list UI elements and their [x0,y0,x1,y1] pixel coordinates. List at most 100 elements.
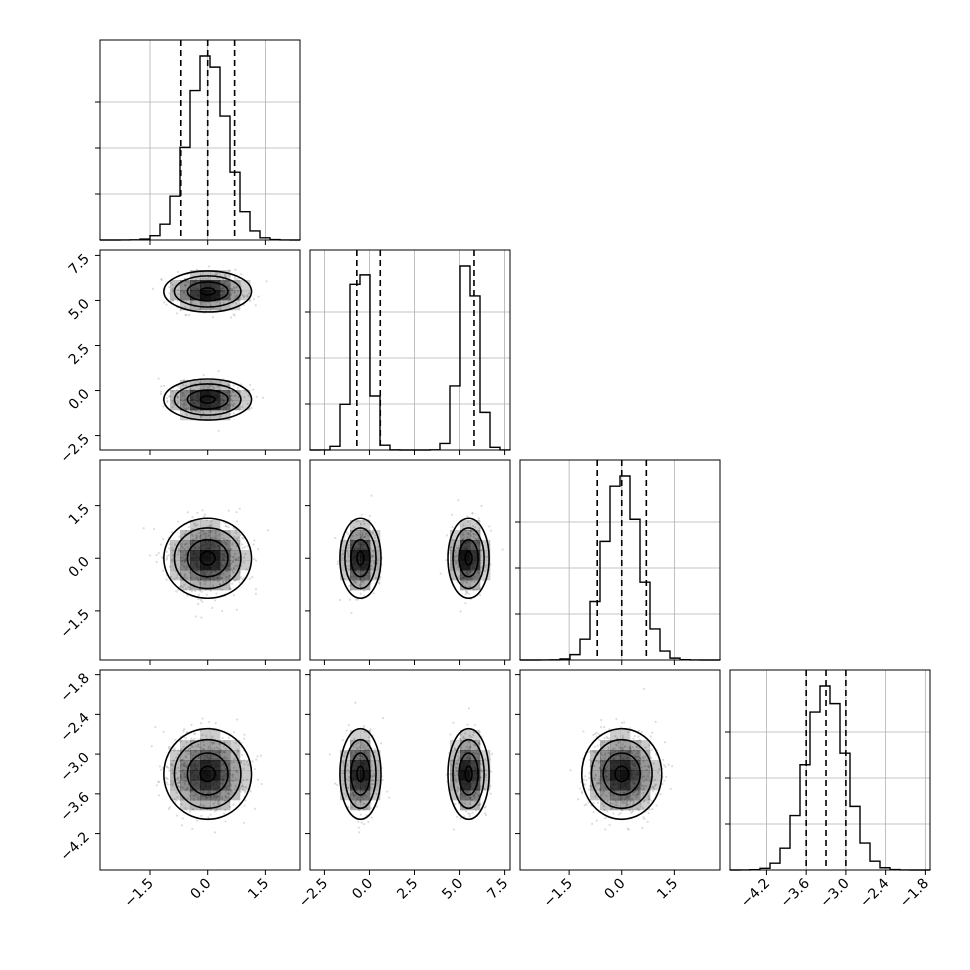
scatter-point [617,741,620,744]
scatter-point [214,531,217,535]
scatter-point [171,299,175,302]
scatter-point [221,533,224,536]
scatter-point [186,546,190,549]
scatter-point [357,826,360,829]
scatter-point [242,561,245,564]
scatter-point [176,396,180,399]
scatter-point [593,751,596,754]
scatter-point [453,777,456,780]
scatter-point [222,580,225,583]
scatter-point [343,752,347,755]
scatter-point [175,799,178,802]
density-cell [470,520,481,531]
scatter-point [372,772,375,775]
scatter-point [461,534,465,537]
scatter-point [236,387,239,390]
scatter-point [221,410,224,413]
scatter-point [186,511,189,514]
scatter-point [373,534,377,537]
scatter-point [652,786,655,789]
density-cell [590,760,601,771]
scatter-point [214,599,217,602]
scatter-point [165,765,168,768]
scatter-point [187,747,190,750]
scatter-point [605,795,608,798]
scatter-point [236,537,239,541]
density-cell [200,530,211,541]
density-cell [190,280,201,291]
scatter-point [222,745,225,748]
scatter-point [223,751,226,754]
density-cell [210,800,221,811]
scatter-point [148,554,152,557]
scatter-point [634,790,637,793]
scatter-point [599,725,603,729]
scatter-point [212,802,216,805]
density-contour [452,527,485,590]
scatter-point [210,520,213,523]
scatter-point [207,721,211,724]
density-cell [190,550,201,561]
scatter-point [230,398,233,401]
density-contour [350,752,371,796]
scatter-point [463,737,466,740]
scatter-point [234,778,238,781]
scatter-point [605,735,608,738]
scatter-point [642,756,645,760]
scatter-point [188,810,192,813]
scatter-point [197,743,200,746]
scatter-point [184,283,188,287]
scatter-point [365,814,368,817]
scatter-point [181,394,184,397]
scatter-point [224,820,227,823]
scatter-point [363,730,366,734]
scatter-point [371,554,375,558]
scatter-point [468,802,472,805]
scatter-point [347,552,350,555]
scatter-point [178,535,181,538]
scatter-point [255,559,258,562]
scatter-point [184,560,187,563]
scatter-point [205,519,208,522]
scatter-point [459,733,462,736]
scatter-point [184,407,188,410]
scatter-point [220,798,224,801]
scatter-point [228,574,231,577]
scatter-point [174,738,177,741]
scatter-point [222,573,225,576]
scatter-point [167,547,171,550]
density-cell [340,570,351,581]
scatter-point [223,757,226,760]
scatter-point [461,532,464,535]
scatter-point [452,721,455,724]
scatter-point [166,783,169,786]
scatter-point [469,585,472,588]
density-contour [173,383,242,416]
panel-3-0: −1.5 0.0 1.5−4.2−3.6−3.0−2.4−1.8 [57,669,301,911]
density-cell [610,760,621,771]
density-cell [190,780,201,791]
density-cell [460,520,471,531]
scatter-point [178,780,181,783]
scatter-point [362,520,365,523]
scatter-point [453,747,456,750]
scatter-point [236,564,239,568]
scatter-point [629,799,633,803]
scatter-point [357,809,360,812]
scatter-point [336,560,340,563]
scatter-point [641,776,644,779]
density-cell [210,790,221,801]
scatter-point [157,780,160,784]
x-tick-label: −2.4 [857,875,892,910]
scatter-point [639,757,642,760]
scatter-point [455,562,459,565]
density-cell [200,750,211,761]
scatter-point [376,782,379,785]
scatter-point [615,717,618,721]
scatter-point [377,581,381,584]
scatter-point [474,800,477,803]
scatter-point [375,793,378,796]
scatter-point [217,429,220,433]
panel-frame [99,39,301,241]
scatter-point [454,748,457,751]
